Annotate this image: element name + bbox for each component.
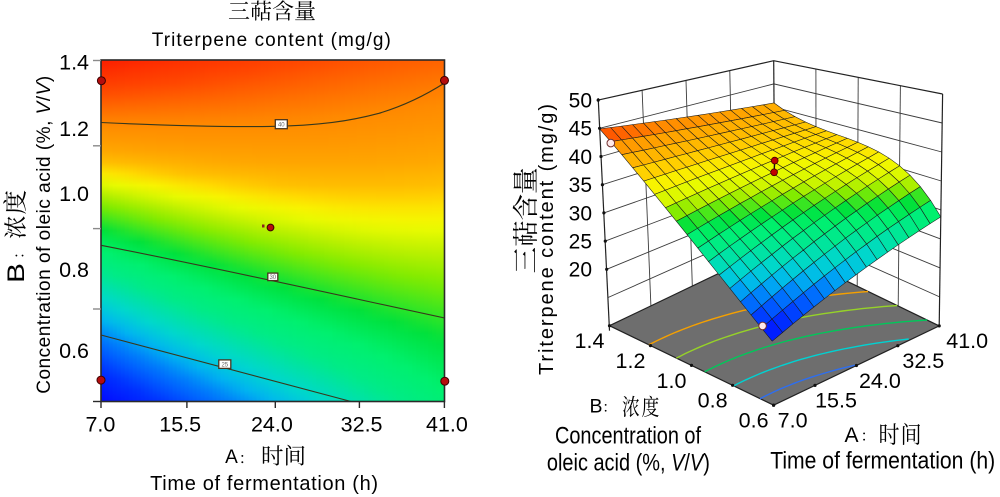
svg-text:24.0: 24.0 (859, 369, 901, 393)
svg-text:1.2: 1.2 (616, 349, 646, 373)
svg-text:B: B (590, 396, 603, 418)
svg-text:25: 25 (569, 231, 592, 254)
svg-text:1.4: 1.4 (59, 50, 89, 74)
svg-text:0.6: 0.6 (739, 409, 769, 433)
svg-text:15.5: 15.5 (159, 413, 201, 437)
svg-text:25: 25 (221, 362, 228, 368)
svg-text:B: B (3, 263, 30, 283)
svg-text:7.0: 7.0 (85, 413, 115, 437)
svg-text:24.0: 24.0 (251, 413, 293, 437)
svg-text:7.0: 7.0 (778, 409, 808, 433)
svg-text:35: 35 (569, 174, 592, 197)
svg-text:45: 45 (569, 118, 592, 141)
svg-text:15.5: 15.5 (815, 389, 857, 413)
svg-text:32.5: 32.5 (902, 349, 944, 373)
svg-text:50: 50 (569, 90, 592, 113)
svg-text:Triterpene content (mg/g): Triterpene content (mg/g) (152, 30, 391, 51)
svg-text:1.4: 1.4 (575, 329, 605, 353)
svg-text:Concentration of: Concentration of (555, 423, 701, 450)
svg-text:20: 20 (569, 259, 592, 282)
svg-text:Time of fermentation (h): Time of fermentation (h) (770, 447, 995, 474)
svg-text:0.8: 0.8 (698, 389, 728, 413)
svg-text:oleic acid (%, V/V): oleic acid (%, V/V) (547, 449, 710, 476)
svg-text:1.2: 1.2 (59, 117, 89, 141)
svg-text:A: A (845, 424, 859, 447)
svg-text:A: A (225, 447, 238, 468)
svg-text:41.0: 41.0 (426, 413, 468, 437)
svg-text:0.8: 0.8 (59, 258, 89, 282)
svg-text:0.6: 0.6 (59, 339, 89, 363)
svg-text:1.0: 1.0 (657, 369, 687, 393)
svg-text:30: 30 (269, 275, 276, 281)
svg-text:40: 40 (278, 122, 285, 128)
svg-text:32.5: 32.5 (341, 413, 383, 437)
svg-text:Time of fermentation (h): Time of fermentation (h) (150, 473, 378, 495)
svg-text:Concentration of oleic acid (%: Concentration of oleic acid (%, V/V) (34, 76, 55, 394)
svg-text:40: 40 (569, 146, 592, 169)
svg-text:Triterpene content (mg/g): Triterpene content (mg/g) (536, 104, 558, 375)
svg-text:30: 30 (569, 202, 592, 225)
svg-text:1.0: 1.0 (59, 182, 89, 206)
svg-text:41.0: 41.0 (946, 329, 988, 353)
